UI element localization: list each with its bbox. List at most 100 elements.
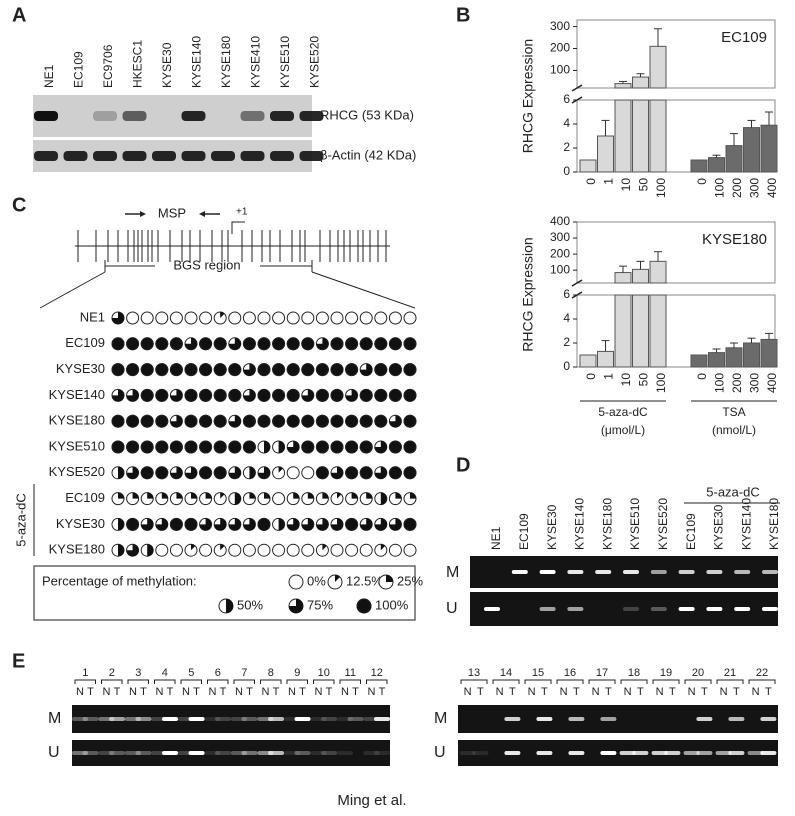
gel-band [728, 751, 745, 755]
cpg-methylated [242, 414, 256, 428]
cpg-methylated [147, 544, 154, 557]
pair-bracket [366, 679, 388, 684]
legend-label: 25% [397, 573, 423, 588]
cpg-methylated [213, 337, 227, 351]
x-tick-label: 10 [619, 178, 633, 192]
cpg-circle [228, 543, 242, 557]
pair-label: N [656, 686, 664, 698]
pair-label: T [114, 686, 121, 698]
gel-band [536, 717, 553, 721]
cpg-methylated [316, 518, 329, 531]
pair-label: N [261, 686, 269, 698]
group-label: 5-aza-dC [13, 493, 28, 546]
cpg-methylated [388, 363, 402, 377]
gel-band [336, 717, 353, 721]
gel-band [536, 751, 553, 755]
cpg-methylated [132, 492, 139, 499]
cpg-methylated [289, 599, 303, 613]
gel-band [683, 751, 700, 755]
cpg-methylated [249, 466, 256, 479]
pair-label: N [155, 686, 163, 698]
tss-label: +1 [236, 207, 248, 218]
cpg-methylated [155, 518, 168, 531]
cpg-methylated [301, 414, 315, 428]
bar [614, 83, 632, 89]
x-tick-label: 0 [695, 373, 709, 380]
cpg-methylated [199, 388, 213, 402]
row-label: KYSE30 [56, 516, 105, 531]
sample-number: 5 [188, 667, 194, 679]
sample-number: 14 [500, 667, 512, 679]
legend-label: 0% [307, 573, 326, 588]
pair-bracket [652, 679, 680, 684]
chart-title: KYSE180 [702, 231, 767, 248]
cpg-methylated [118, 466, 125, 479]
bar [743, 342, 760, 368]
cpg-methylated [213, 466, 227, 480]
zoom-line [311, 271, 416, 309]
pair-label: T [87, 686, 94, 698]
cpg-circle [155, 311, 169, 325]
gel-band [539, 570, 556, 574]
pair-bracket [556, 679, 584, 684]
cpg-methylated [111, 337, 125, 351]
cpg-methylated [155, 440, 169, 454]
blot-band [63, 151, 88, 161]
cpg-methylated [278, 441, 285, 453]
cpg-methylated [214, 518, 227, 531]
bar [614, 294, 632, 368]
plot-frame [576, 19, 776, 89]
cpg-methylated [380, 544, 386, 551]
gel-band [363, 751, 380, 755]
cpg-methylated [228, 415, 241, 428]
pair-label: N [752, 686, 760, 698]
gel-band [215, 751, 232, 755]
cpg-circle [199, 543, 213, 557]
msp-label: MSP [158, 205, 186, 220]
blot-band [270, 111, 294, 121]
pair-bracket [460, 679, 488, 684]
lane-label: KYSE510 [628, 498, 642, 550]
sample-number: 1 [82, 667, 88, 679]
cpg-methylated [170, 466, 183, 479]
cpg-methylated [345, 440, 359, 454]
x-tick-label: 300 [748, 178, 762, 198]
gel-band [747, 751, 764, 755]
gel-band [595, 570, 612, 574]
gel-band [241, 751, 258, 755]
sample-number: 7 [241, 667, 247, 679]
cpg-methylated [155, 414, 169, 428]
gel-band [760, 717, 777, 721]
blot-band [34, 111, 58, 121]
gel-band [98, 751, 115, 755]
gel-band [294, 717, 311, 721]
pair-label: N [592, 686, 600, 698]
pair-bracket [492, 679, 520, 684]
cpg-methylated [403, 414, 417, 428]
cpg-methylated [395, 492, 402, 499]
group-label: 5-aza-dC [598, 405, 648, 419]
blot-band [240, 151, 265, 161]
row-label: U [48, 744, 60, 761]
gel-band [347, 717, 364, 721]
cpg-methylated [111, 440, 125, 454]
blot-band [181, 111, 206, 121]
cpg-methylated [140, 466, 154, 480]
gel-band [664, 751, 681, 755]
y-tick-label: 0 [563, 359, 570, 373]
cpg-methylated [147, 492, 154, 499]
blot-band [93, 151, 117, 161]
cpg-methylated [140, 388, 154, 402]
sample-number: 4 [162, 667, 168, 679]
row-label: KYSE180 [49, 542, 105, 557]
gel-band [71, 751, 88, 755]
gel-band [760, 751, 777, 755]
x-tick-label: 1 [602, 178, 616, 185]
cpg-methylated [360, 518, 373, 531]
row-label: KYSE140 [49, 387, 105, 402]
arrow-head [140, 211, 146, 217]
cpg-methylated [112, 389, 125, 402]
caption: Ming et al. [337, 792, 406, 809]
cpg-methylated [140, 414, 154, 428]
blot-band [240, 111, 265, 121]
